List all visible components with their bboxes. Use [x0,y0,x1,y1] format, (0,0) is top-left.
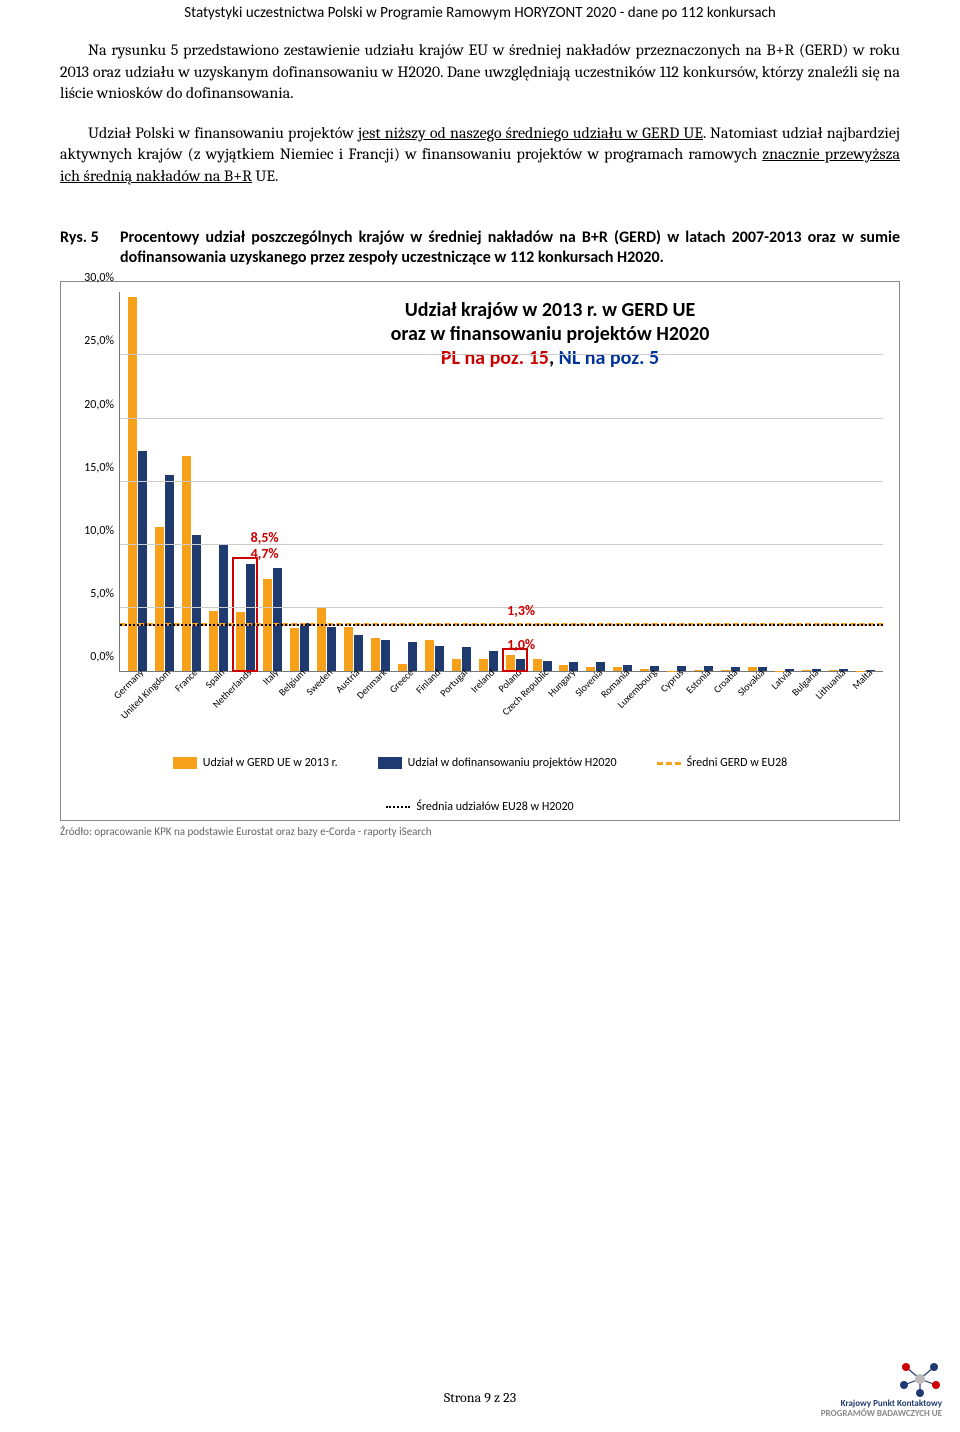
chart-bars: GermanyUnited KingdomFranceSpainNetherla… [124,292,879,671]
bar-group: Latvia [771,292,798,671]
x-tick-label: Malta [849,666,875,692]
bar-gerd [182,456,191,671]
kpk-logo-icon [898,1361,942,1397]
gridline [120,354,883,355]
chart-area: Udział krajów w 2013 r. w GERD UE oraz w… [119,292,883,752]
gridline [120,481,883,482]
chart-source: Źródło: opracowanie KPK na podstawie Eur… [60,825,900,838]
bar-group: Slovenia [582,292,609,671]
legend-label-avg-h2020: Średnia udziałów EU28 w H2020 [416,800,573,814]
paragraph-2: Udział Polski w finansowaniu projektów j… [60,123,900,188]
legend-label-gerd: Udział w GERD UE w 2013 r. [203,756,338,770]
chart-legend: Udział w GERD UE w 2013 r. Udział w dofi… [69,756,891,814]
bar-gerd [128,297,137,671]
bar-h2020 [273,568,282,672]
legend-item-avg-gerd: Średni GERD w EU28 [657,756,788,770]
kpk-logo-line2: PROGRAMÓW BADAWCZYCH UE [821,1409,942,1418]
bar-gerd [344,627,353,671]
figure-label: Rys. 5 [60,228,120,270]
bar-group: Austria [340,292,367,671]
legend-item-avg-h2020: Średnia udziałów EU28 w H2020 [386,800,573,814]
chart-annotation: 8,5% [251,529,279,546]
bar-h2020 [381,640,390,672]
y-tick-label: 10,0% [70,524,114,538]
y-tick-label: 20,0% [70,398,114,412]
bar-gerd [236,612,245,671]
bar-group: Luxembourg [636,292,663,671]
figure-caption: Procentowy udział poszczególnych krajów … [120,228,900,270]
para2-underline-1: jest niższy od naszego średniego udziału… [358,124,703,142]
y-tick-label: 0,0% [70,650,114,664]
bar-gerd [290,628,299,671]
legend-label-avg-gerd: Średni GERD w EU28 [687,756,788,770]
bar-group: Croatia [717,292,744,671]
chart-annotation: 4,7% [251,545,279,562]
gridline [120,418,883,419]
bar-group: Bulgaria [798,292,825,671]
figure-caption-row: Rys. 5 Procentowy udział poszczególnych … [60,228,900,270]
gridline [120,607,883,608]
gridline [120,544,883,545]
bar-h2020 [192,535,201,671]
bar-h2020 [138,451,147,671]
page-header: Statystyki uczestnictwa Polski w Program… [60,0,900,40]
y-tick-label: 5,0% [70,587,114,601]
kpk-logo: Krajowy Punkt Kontaktowy PROGRAMÓW BADAW… [821,1361,942,1418]
bar-h2020 [246,564,255,671]
bar-group: Finland [421,292,448,671]
bar-group: Lithuania [825,292,852,671]
bar-group: Spain [205,292,232,671]
bar-gerd [209,611,218,672]
bar-h2020 [165,475,174,671]
legend-item-h2020: Udział w dofinansowaniu projektów H2020 [378,756,617,770]
bar-group: Slovakia [744,292,771,671]
paragraph-1: Na rysunku 5 przedstawiono zestawienie u… [60,40,900,105]
bar-group: Portugal [448,292,475,671]
bar-group: Estonia [690,292,717,671]
chart-container: Udział krajów w 2013 r. w GERD UE oraz w… [60,281,900,821]
bar-group: Greece [394,292,421,671]
bar-gerd [317,608,326,671]
bar-group: Cyprus [663,292,690,671]
bar-group: Denmark [367,292,394,671]
bar-group: United Kingdom [151,292,178,671]
bar-group: Italy [259,292,286,671]
legend-swatch-navy [378,757,402,769]
para2-text-a: Udział Polski w finansowaniu projektów [88,124,358,142]
bar-h2020 [327,627,336,671]
legend-label-h2020: Udział w dofinansowaniu projektów H2020 [408,756,617,770]
bar-group: Ireland [475,292,502,671]
bar-group: Germany [124,292,151,671]
legend-swatch-orange [173,757,197,769]
y-tick-label: 25,0% [70,334,114,348]
bar-gerd [155,527,164,671]
bar-group: Romania [609,292,636,671]
chart-plot: Udział krajów w 2013 r. w GERD UE oraz w… [119,292,883,672]
page: Statystyki uczestnictwa Polski w Program… [0,0,960,1432]
chart-annotation: 1,0% [507,636,535,653]
avg-line-h2020 [120,624,883,626]
page-footer: Strona 9 z 23 [0,1389,960,1406]
bar-group: Belgium [286,292,313,671]
legend-item-gerd: Udział w GERD UE w 2013 r. [173,756,338,770]
bar-group: Netherlands [232,292,259,671]
bar-group: Hungary [556,292,583,671]
legend-swatch-dot-black [386,806,410,808]
y-tick-label: 15,0% [70,461,114,475]
bar-h2020 [354,635,363,672]
bar-group: Malta [852,292,879,671]
chart-annotation: 1,3% [507,602,535,619]
bar-group: France [178,292,205,671]
bar-group: Sweden [313,292,340,671]
legend-swatch-dash-orange [657,762,681,765]
y-tick-label: 30,0% [70,271,114,285]
para2-text-c: UE. [252,167,278,185]
bar-h2020 [300,623,309,671]
